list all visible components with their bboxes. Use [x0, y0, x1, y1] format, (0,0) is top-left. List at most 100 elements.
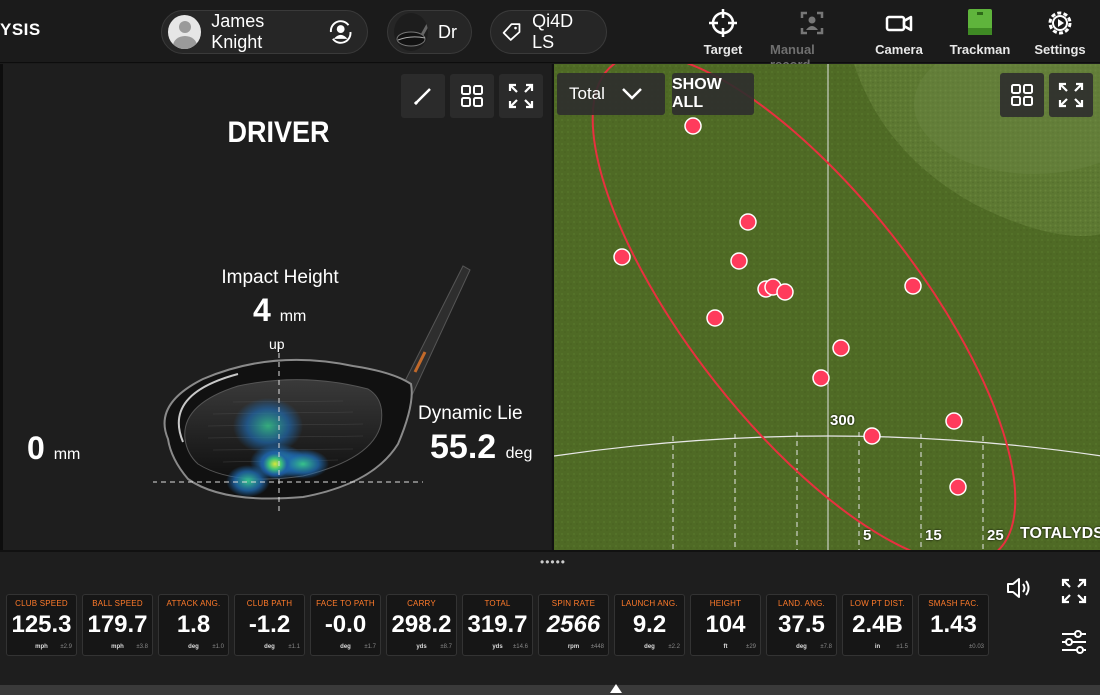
- nav-camera[interactable]: Camera: [859, 8, 939, 57]
- stat-tile[interactable]: Face to Path -0.0 deg ±1.7: [310, 594, 381, 656]
- player-selector[interactable]: James Knight: [161, 10, 368, 54]
- grid-icon: [461, 85, 483, 107]
- shot-marker[interactable]: [945, 412, 963, 430]
- impact-height-value: 4 mm: [253, 292, 306, 329]
- dynamic-lie-label: Dynamic Lie: [418, 403, 523, 424]
- stat-deviation: ±1.7: [364, 644, 376, 650]
- stat-unit: ft: [723, 644, 728, 650]
- show-all-button[interactable]: SHOW ALL: [672, 73, 754, 115]
- stat-label: Smash Fac.: [928, 599, 979, 608]
- shot-marker[interactable]: [776, 283, 794, 301]
- stat-unit: mph: [35, 644, 48, 650]
- sliders-icon[interactable]: [1060, 630, 1088, 654]
- map-layout-button[interactable]: [1000, 73, 1044, 117]
- stat-label: Height: [709, 599, 742, 608]
- stat-unit: mph: [111, 644, 124, 650]
- stat-label: Club Speed: [15, 599, 68, 608]
- club-title: DRIVER: [227, 116, 330, 149]
- stat-value: 2.4B: [852, 611, 903, 638]
- club-selector[interactable]: Dr: [387, 10, 472, 54]
- stat-tile[interactable]: Launch Ang. 9.2 deg ±2.2: [614, 594, 685, 656]
- stat-label: Land. Ang.: [778, 599, 825, 608]
- shot-marker[interactable]: [739, 213, 757, 231]
- shot-marker[interactable]: [684, 117, 702, 135]
- layout-toggle-button[interactable]: [450, 74, 494, 118]
- stat-label: Attack Ang.: [166, 599, 221, 608]
- ball-selector[interactable]: Qi4D LS: [490, 10, 607, 54]
- stat-unit: rpm: [567, 644, 580, 650]
- stat-unit: deg: [188, 644, 199, 650]
- stat-value: 1.8: [176, 611, 211, 638]
- shot-marker[interactable]: [863, 427, 881, 445]
- lateral-label-15: 15: [925, 527, 942, 544]
- stat-tile[interactable]: Club Speed 125.3 mph ±2.9: [6, 594, 77, 656]
- distance-marker-label: 300: [830, 412, 856, 429]
- stat-tile[interactable]: Carry 298.2 yds ±8.7: [386, 594, 457, 656]
- stat-unit: in: [874, 644, 881, 650]
- stat-tile[interactable]: Height 104 ft ±29: [690, 594, 761, 656]
- stat-tile[interactable]: Attack Ang. 1.8 deg ±1.0: [158, 594, 229, 656]
- shot-stats-strip: ••••• Club Speed 125.3 mph ±2.9 Ball Speed 17…: [0, 550, 1100, 685]
- impact-height-number: 4: [253, 292, 271, 328]
- stat-deviation: ±14.6: [513, 644, 528, 650]
- crosshair-icon: [709, 9, 737, 37]
- stat-tile[interactable]: Club Path -1.2 deg ±1.1: [234, 594, 305, 656]
- stat-tile[interactable]: Smash Fac. 1.43 ±0.03: [918, 594, 989, 656]
- stat-label: Low Pt Dist.: [850, 599, 905, 608]
- stat-value: 9.2: [632, 611, 667, 638]
- stat-value: 298.2: [391, 611, 452, 638]
- driver-head-illustration: [153, 265, 471, 514]
- player-name: James Knight: [211, 11, 265, 52]
- dynamic-lie-unit: deg: [505, 445, 533, 462]
- shot-markers: [613, 117, 967, 496]
- shot-marker[interactable]: [613, 248, 631, 266]
- shot-marker[interactable]: [706, 309, 724, 327]
- stat-tile[interactable]: Spin Rate 2566 rpm ±448: [538, 594, 609, 656]
- stat-tile[interactable]: Low Pt Dist. 2.4B in ±1.5: [842, 594, 913, 656]
- dispersion-map-panel[interactable]: Total SHOW ALL 300 5 15 25 TOTAL YDS: [552, 64, 1100, 550]
- nav-target[interactable]: Target: [683, 8, 763, 57]
- axis-label-unit: YDS: [1071, 525, 1100, 542]
- expand-icon[interactable]: [1060, 577, 1088, 605]
- map-fullscreen-button[interactable]: [1049, 73, 1093, 117]
- stat-unit: deg: [796, 644, 807, 650]
- trackman-device-icon: [968, 9, 992, 35]
- nav-target-label: Target: [703, 42, 743, 57]
- speaker-icon[interactable]: [1005, 576, 1033, 600]
- stat-deviation: ±3.8: [136, 644, 148, 650]
- stat-label: Carry: [407, 599, 436, 608]
- resize-handle[interactable]: •••••: [540, 555, 567, 569]
- shot-marker[interactable]: [949, 478, 967, 496]
- shot-marker[interactable]: [832, 339, 850, 357]
- dispersion-map[interactable]: [554, 64, 1100, 550]
- tag-icon: [502, 23, 521, 41]
- chevron-down-icon: [622, 88, 642, 100]
- nav-trackman[interactable]: Trackman: [940, 8, 1020, 57]
- shot-marker[interactable]: [904, 277, 922, 295]
- stat-label: Launch Ang.: [621, 599, 678, 608]
- nav-settings[interactable]: Settings: [1020, 8, 1100, 57]
- stat-unit: deg: [264, 644, 275, 650]
- stat-deviation: ±1.0: [212, 644, 224, 650]
- stat-value: 179.7: [87, 611, 148, 638]
- shot-marker[interactable]: [730, 252, 748, 270]
- distance-mode-dropdown[interactable]: Total: [557, 73, 665, 115]
- stat-value: -0.0: [324, 611, 367, 638]
- expand-icon: [508, 83, 534, 109]
- fullscreen-button[interactable]: [499, 74, 543, 118]
- collapse-arrow-icon[interactable]: [609, 683, 623, 693]
- nav-trackman-label: Trackman: [949, 42, 1011, 57]
- stat-tile[interactable]: Land. Ang. 37.5 deg ±7.8: [766, 594, 837, 656]
- stat-value: 37.5: [778, 611, 825, 638]
- stat-label: Face to Path: [316, 599, 375, 608]
- dynamic-lie-number: 55.2: [430, 428, 497, 466]
- stat-tile[interactable]: Total 319.7 yds ±14.6: [462, 594, 533, 656]
- nav-manual-record[interactable]: Manual record: [770, 8, 854, 72]
- stat-label: Spin Rate: [551, 599, 596, 608]
- stat-value: -1.2: [248, 611, 291, 638]
- stat-unit: deg: [644, 644, 655, 650]
- draw-tool-button[interactable]: [401, 74, 445, 118]
- shot-marker[interactable]: [812, 369, 830, 387]
- stat-label: Club Path: [246, 599, 293, 608]
- stat-tile[interactable]: Ball Speed 179.7 mph ±3.8: [82, 594, 153, 656]
